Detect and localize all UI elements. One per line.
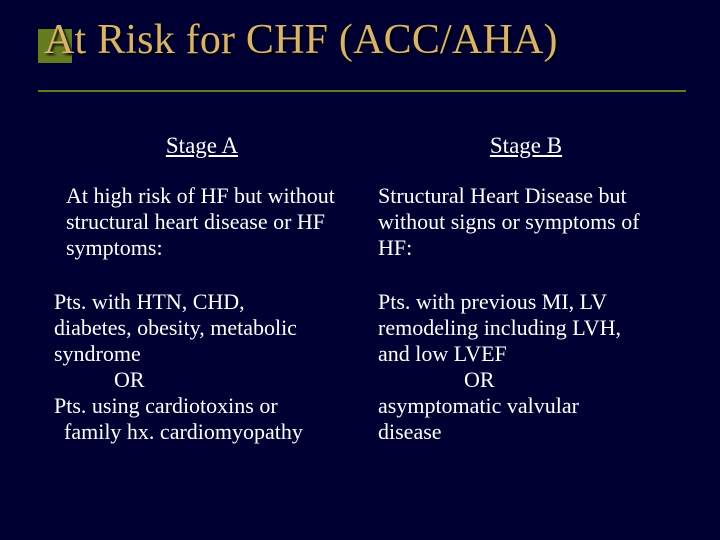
slide: At Risk for CHF (ACC/AHA) Stage A At hig… — [0, 0, 720, 540]
stage-b-or: OR — [378, 367, 674, 393]
stage-a-pt2-line1: Pts. using cardiotoxins or — [54, 393, 350, 419]
stage-a-pt1-line2: diabetes, obesity, metabolic — [54, 315, 350, 341]
stage-b-pt1-line1: Pts. with previous MI, LV — [378, 289, 674, 315]
stage-a-or: OR — [54, 367, 350, 393]
stage-a-pt1-line3: syndrome — [54, 341, 350, 367]
stage-a-body: Pts. with HTN, CHD, diabetes, obesity, m… — [54, 289, 350, 445]
stage-a-pt2-line2: family hx. cardiomyopathy — [54, 419, 350, 445]
stage-a-header: Stage A — [54, 132, 350, 159]
columns: Stage A At high risk of HF but without s… — [54, 132, 674, 445]
stage-a-pt1-line1: Pts. with HTN, CHD, — [54, 289, 350, 315]
column-stage-a: Stage A At high risk of HF but without s… — [54, 132, 350, 445]
stage-b-body: Pts. with previous MI, LV remodeling inc… — [378, 289, 674, 445]
stage-b-pt2-line1: asymptomatic valvular — [378, 393, 674, 419]
stage-b-pt1-line2: remodeling including LVH, — [378, 315, 674, 341]
title-underline — [38, 90, 686, 92]
slide-title: At Risk for CHF (ACC/AHA) — [44, 18, 684, 62]
stage-b-intro: Structural Heart Disease but without sig… — [378, 183, 674, 261]
stage-b-pt1-line3: and low LVEF — [378, 341, 674, 367]
stage-b-header: Stage B — [378, 132, 674, 159]
title-area: At Risk for CHF (ACC/AHA) — [44, 18, 684, 62]
column-stage-b: Stage B Structural Heart Disease but wit… — [378, 132, 674, 445]
stage-a-intro: At high risk of HF but without structura… — [54, 183, 350, 261]
stage-b-pt2-line2: disease — [378, 419, 674, 445]
